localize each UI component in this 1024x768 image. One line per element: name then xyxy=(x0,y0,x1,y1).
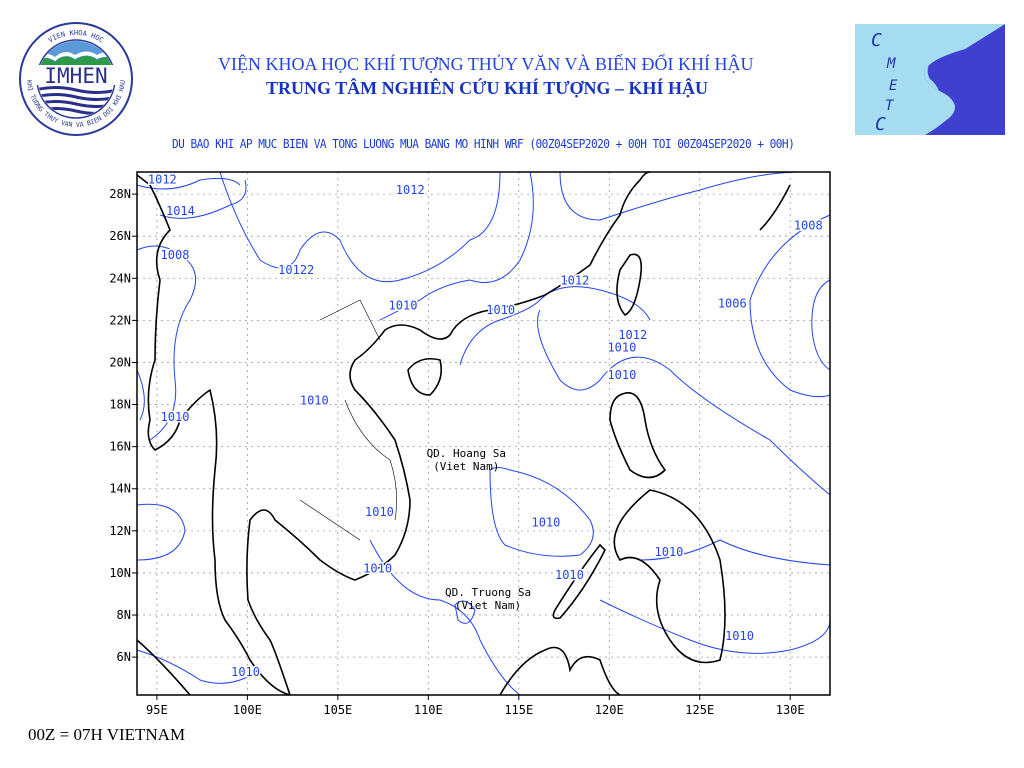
philippines-south xyxy=(613,489,726,664)
contour-label: 1010 xyxy=(555,568,584,582)
contour-label: 1010 xyxy=(389,299,418,313)
map-title: DU BAO KHI AP MUC BIEN VA TONG LUONG MUA… xyxy=(172,137,795,151)
svg-text:M: M xyxy=(886,56,896,72)
isobar xyxy=(136,245,197,441)
time-note: 00Z = 07H VIETNAM xyxy=(28,725,186,744)
x-tick-label: 130E xyxy=(776,703,805,717)
contour-label: 1008 xyxy=(161,248,190,262)
map-frame xyxy=(136,171,831,696)
contour-label: 1010 xyxy=(231,665,260,679)
x-tick-label: 110E xyxy=(414,703,443,717)
isobar xyxy=(379,171,534,321)
isobar xyxy=(454,600,476,624)
contour-label: 10122 xyxy=(278,263,314,277)
svg-text:C: C xyxy=(871,30,882,51)
contour-label: 1010 xyxy=(363,562,392,576)
isobar xyxy=(136,649,261,684)
contour-label: 1010 xyxy=(161,410,190,424)
isobar xyxy=(537,309,831,496)
contour-label: 1012 xyxy=(560,273,589,287)
palawan-island xyxy=(552,543,606,620)
contour-label: 1010 xyxy=(655,545,684,559)
x-tick-label: 115E xyxy=(504,703,533,717)
isobar xyxy=(459,299,541,366)
x-axis-ticks: 95E 100E 105E 110E 115E 120E 125E 130E xyxy=(146,695,805,717)
svg-text:E: E xyxy=(889,78,898,94)
isobar xyxy=(136,369,145,421)
isobar xyxy=(639,539,831,566)
imhen-logo: IMHEN VIEN KHOA HOC KHI TUONG THUY VAN V… xyxy=(15,20,137,138)
y-tick-label: 10N xyxy=(109,566,131,580)
pressure-contours xyxy=(136,171,831,696)
y-tick-label: 12N xyxy=(109,524,131,538)
center-name: TRUNG TÂM NGHIÊN CỨU KHÍ TƯỢNG – KHÍ HẬU xyxy=(266,78,709,98)
sumatra-coast xyxy=(136,639,191,696)
isobar xyxy=(489,467,594,557)
institute-name: VIỆN KHOA HỌC KHÍ TƯỢNG THỦY VĂN VÀ BIẾN… xyxy=(218,54,754,74)
y-tick-label: 14N xyxy=(109,482,131,496)
isobar xyxy=(159,179,247,219)
y-tick-label: 24N xyxy=(109,271,131,285)
japan-islands xyxy=(759,184,791,231)
contour-label: 1010 xyxy=(300,393,329,407)
grid-lines xyxy=(137,172,830,695)
isobar xyxy=(136,503,186,561)
y-tick-label: 6N xyxy=(117,650,131,664)
vietnam-internal xyxy=(299,299,397,541)
place-label: QD. Truong Sa xyxy=(445,586,531,599)
contour-label: 1010 xyxy=(486,303,515,317)
contour-label: 1008 xyxy=(794,219,823,233)
borneo-coast xyxy=(499,646,621,696)
contour-label: 1010 xyxy=(365,505,394,519)
y-tick-label: 8N xyxy=(117,608,131,622)
contour-label: 1012 xyxy=(148,172,177,186)
isobar xyxy=(369,539,521,696)
isobar xyxy=(559,171,801,221)
y-tick-label: 16N xyxy=(109,440,131,454)
place-label: (Viet Nam) xyxy=(455,599,521,612)
isobar xyxy=(599,599,831,654)
mainland-coast xyxy=(136,171,651,696)
svg-text:T: T xyxy=(885,98,895,114)
x-tick-label: 100E xyxy=(233,703,262,717)
luzon-island xyxy=(609,392,667,479)
hainan-island xyxy=(407,357,443,396)
svg-text:IMHEN: IMHEN xyxy=(44,64,107,88)
contour-label: 1012 xyxy=(618,328,647,342)
coastline xyxy=(136,171,791,696)
isobar xyxy=(219,171,501,283)
contour-label: 1006 xyxy=(718,297,747,311)
contour-label: 1012 xyxy=(396,183,425,197)
isobar xyxy=(539,286,651,321)
contour-label: 1010 xyxy=(725,629,754,643)
y-tick-label: 18N xyxy=(109,398,131,412)
svg-text:C: C xyxy=(875,114,886,135)
isobar xyxy=(811,279,831,371)
taiwan-island xyxy=(616,253,643,316)
y-axis-ticks: 6N 8N 10N 12N 14N 16N 18N 20N 22N 24N 26N 28N xyxy=(109,187,137,664)
y-tick-label: 28N xyxy=(109,187,131,201)
contour-label: 1010 xyxy=(607,341,636,355)
isobar xyxy=(749,214,831,398)
y-tick-label: 20N xyxy=(109,355,131,369)
x-tick-label: 120E xyxy=(595,703,624,717)
x-tick-label: 125E xyxy=(685,703,714,717)
contour-label: 1010 xyxy=(607,368,636,382)
y-tick-label: 22N xyxy=(109,313,131,327)
place-label: QD. Hoang Sa xyxy=(427,447,506,460)
contour-label: 1014 xyxy=(166,204,195,218)
x-tick-label: 95E xyxy=(146,703,168,717)
isobar xyxy=(136,177,241,190)
contour-label: 1010 xyxy=(531,515,560,529)
place-label: (Viet Nam) xyxy=(433,460,499,473)
place-labels: QD. Hoang Sa(Viet Nam)QD. Truong Sa(Viet… xyxy=(427,447,532,612)
y-tick-label: 26N xyxy=(109,229,131,243)
x-tick-label: 105E xyxy=(323,703,352,717)
